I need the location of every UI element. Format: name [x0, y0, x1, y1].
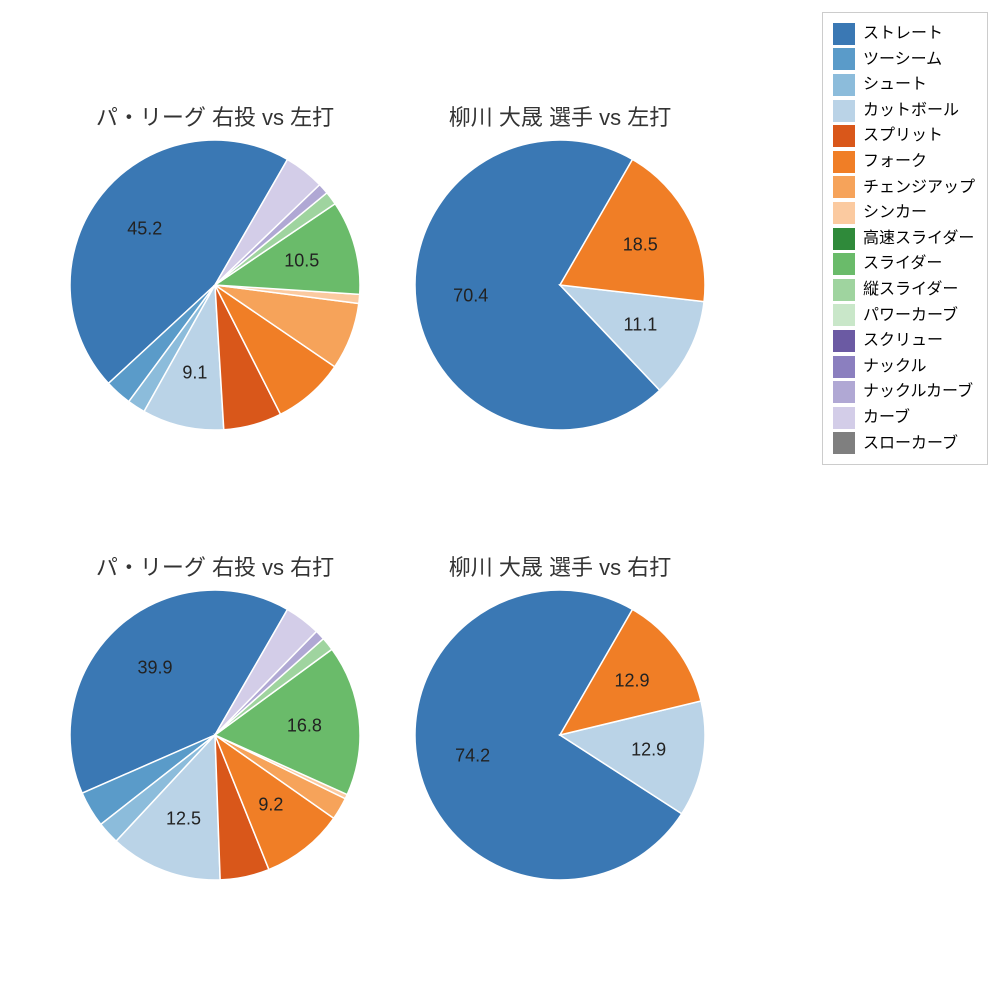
legend-label: 縦スライダー [863, 277, 958, 303]
panel-title: パ・リーグ 右投 vs 右打 [70, 550, 360, 582]
legend-item: シュート [833, 72, 975, 98]
legend-swatch [833, 330, 855, 352]
legend-item: チェンジアップ [833, 175, 975, 201]
panel-title: パ・リーグ 右投 vs 左打 [70, 100, 360, 132]
pie-panel-top-left: パ・リーグ 右投 vs 左打 45.29.110.5 [70, 140, 360, 430]
legend-item: スプリット [833, 123, 975, 149]
chart-canvas: { "layout": { "pie_radius": 145, "label_… [0, 0, 1000, 1000]
legend-swatch [833, 202, 855, 224]
legend-label: パワーカーブ [863, 303, 958, 329]
legend-label: ストレート [863, 21, 943, 47]
slice-label: 16.8 [287, 715, 322, 736]
slice-label: 10.5 [284, 251, 319, 272]
legend: ストレートツーシームシュートカットボールスプリットフォークチェンジアップシンカー… [822, 12, 988, 465]
legend-label: カーブ [863, 405, 910, 431]
legend-swatch [833, 381, 855, 403]
legend-swatch [833, 100, 855, 122]
pie-panel-bottom-left: パ・リーグ 右投 vs 右打 39.912.59.216.8 [70, 590, 360, 880]
panel-title: 柳川 大晟 選手 vs 右打 [415, 550, 705, 582]
legend-item: フォーク [833, 149, 975, 175]
slice-label: 45.2 [127, 218, 162, 239]
pie-top-left: 45.2 9.1 10.5 [70, 140, 360, 430]
slice-label: 12.9 [614, 671, 649, 692]
legend-label: スクリュー [863, 328, 943, 354]
legend-item: シンカー [833, 200, 975, 226]
slice-label: 12.9 [631, 740, 666, 761]
legend-swatch [833, 125, 855, 147]
legend-swatch [833, 407, 855, 429]
legend-label: スローカーブ [863, 431, 958, 457]
legend-item: カットボール [833, 98, 975, 124]
legend-label: シンカー [863, 200, 927, 226]
legend-swatch [833, 253, 855, 275]
slice-label: 70.4 [453, 285, 488, 306]
legend-item: 高速スライダー [833, 226, 975, 252]
slice-label: 11.1 [624, 315, 658, 336]
pie-svg [415, 590, 705, 880]
pie-panel-bottom-right: 柳川 大晟 選手 vs 右打 74.212.912.9 [415, 590, 705, 880]
legend-item: ツーシーム [833, 47, 975, 73]
slice-label: 18.5 [623, 234, 658, 255]
legend-swatch [833, 23, 855, 45]
legend-swatch [833, 151, 855, 173]
pie-panel-top-right: 柳川 大晟 選手 vs 左打 70.411.118.5 [415, 140, 705, 430]
slice-label: 39.9 [138, 658, 173, 679]
legend-swatch [833, 74, 855, 96]
legend-item: カーブ [833, 405, 975, 431]
legend-swatch [833, 48, 855, 70]
legend-swatch [833, 432, 855, 454]
pie-bottom-right: 74.2 12.9 12.9 [415, 590, 705, 880]
slice-label: 74.2 [455, 746, 490, 767]
legend-item: パワーカーブ [833, 303, 975, 329]
legend-swatch [833, 279, 855, 301]
legend-swatch [833, 228, 855, 250]
panel-title: 柳川 大晟 選手 vs 左打 [415, 100, 705, 132]
slice-label: 12.5 [166, 809, 201, 830]
slice-label: 9.2 [258, 795, 283, 816]
legend-label: カットボール [863, 98, 959, 124]
legend-item: ナックルカーブ [833, 379, 975, 405]
pie-bottom-left: 39.9 12.5 9.2 16.8 [70, 590, 360, 880]
legend-item: スローカーブ [833, 431, 975, 457]
pie-top-right: 70.4 11.1 18.5 [415, 140, 705, 430]
legend-item: 縦スライダー [833, 277, 975, 303]
legend-label: スプリット [863, 123, 943, 149]
legend-swatch [833, 176, 855, 198]
legend-item: スクリュー [833, 328, 975, 354]
slice-label: 9.1 [182, 362, 207, 383]
legend-label: ナックル [863, 354, 927, 380]
pie-svg [70, 140, 360, 430]
legend-item: ナックル [833, 354, 975, 380]
legend-swatch [833, 304, 855, 326]
legend-swatch [833, 356, 855, 378]
legend-label: 高速スライダー [863, 226, 974, 252]
legend-label: シュート [863, 72, 927, 98]
legend-label: フォーク [863, 149, 927, 175]
legend-item: スライダー [833, 251, 975, 277]
legend-item: ストレート [833, 21, 975, 47]
legend-label: ツーシーム [863, 47, 942, 73]
legend-label: ナックルカーブ [863, 379, 973, 405]
legend-label: チェンジアップ [863, 175, 975, 201]
legend-label: スライダー [863, 251, 942, 277]
